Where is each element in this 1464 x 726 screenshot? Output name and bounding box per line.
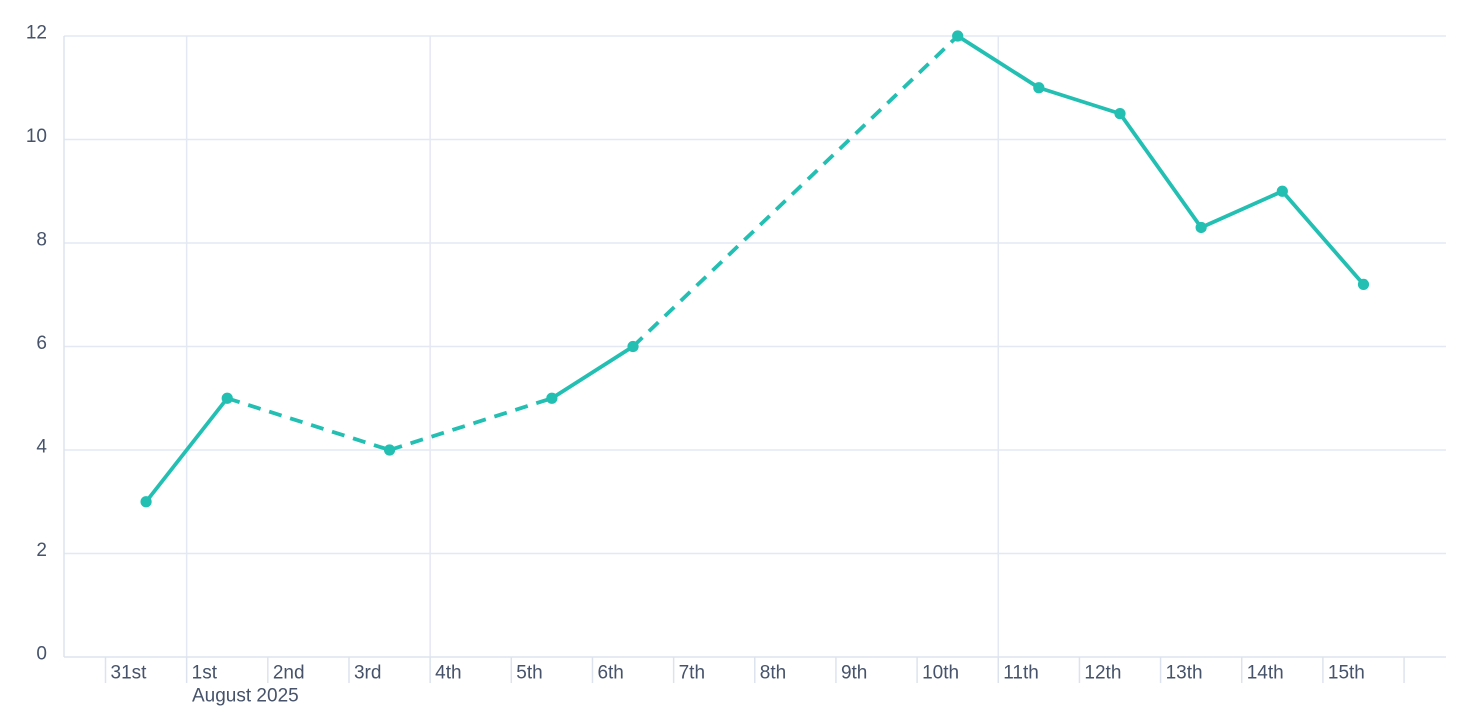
x-axis-label-10th: 10th: [922, 663, 959, 684]
series-markers: [140, 30, 1370, 508]
series-segment-solid-14th-to-15th: [1280, 189, 1366, 287]
data-point-6th[interactable]: [627, 340, 639, 353]
data-point-15th[interactable]: [1357, 278, 1370, 290]
series-line: [144, 34, 1366, 504]
x-axis-label-7th: 7th: [679, 663, 705, 684]
data-point-13th[interactable]: [1195, 221, 1207, 234]
series-segment-solid-11th-to-12th: [1036, 85, 1122, 116]
x-axis-label-15th: 15th: [1328, 663, 1365, 684]
series-segment-dashed-6th-to-10th: [631, 34, 959, 348]
data-point-12th[interactable]: [1114, 108, 1126, 120]
x-axis-tick-marks: [104, 657, 1405, 683]
y-axis-label-0: 0: [36, 644, 47, 665]
y-axis-label-2: 2: [36, 540, 47, 561]
series-segment-dashed-1st-to-3rd: [226, 396, 391, 452]
data-point-5th[interactable]: [546, 392, 558, 404]
x-axis-label-12th: 12th: [1084, 663, 1121, 684]
x-axis-label-6th: 6th: [597, 663, 623, 684]
x-axis-label-2nd: 2nd: [273, 663, 305, 684]
week-gridlines: [185, 36, 1000, 657]
x-axis-label-8th: 8th: [760, 663, 786, 684]
data-point-3rd[interactable]: [383, 444, 396, 456]
series-segment-solid-31st-to-1st: [144, 396, 230, 504]
series-segment-solid-10th-to-11th: [955, 34, 1041, 90]
series-segment-solid-12th-to-13th: [1118, 111, 1204, 230]
y-axis-labels: 0 2 4 6 8 10 12: [26, 23, 48, 665]
x-axis-label-3rd: 3rd: [354, 663, 381, 684]
series-segment-dashed-3rd-to-5th: [388, 396, 553, 452]
x-axis-label-11th: 11th: [1003, 663, 1039, 684]
y-axis-label-4: 4: [36, 437, 47, 458]
series-segment-solid-13th-to-14th: [1199, 189, 1285, 230]
data-point-10th[interactable]: [952, 30, 964, 42]
x-axis-month-label: August 2025: [192, 686, 299, 707]
x-axis-label-9th: 9th: [841, 663, 867, 684]
data-point-31st[interactable]: [140, 496, 152, 508]
x-axis-labels: 31st 1st 2nd 3rd 4th 5th 6th 7th 8th 9th 10th 11th 1…: [111, 663, 1365, 684]
series-segment-solid-5th-to-6th: [549, 344, 635, 401]
x-axis-label-4th: 4th: [435, 663, 461, 684]
data-point-14th[interactable]: [1276, 185, 1288, 197]
x-axis-label-14th: 14th: [1247, 663, 1284, 684]
y-axis-label-6: 6: [36, 333, 47, 354]
x-axis-label-1st: 1st: [192, 663, 218, 684]
y-axis-label-10: 10: [26, 126, 47, 147]
y-axis-label-8: 8: [36, 230, 47, 251]
x-axis-label-13th: 13th: [1166, 663, 1203, 684]
x-axis-label-31st: 31st: [111, 663, 148, 684]
x-axis-label-5th: 5th: [516, 663, 542, 684]
data-point-11th[interactable]: [1033, 82, 1045, 94]
y-axis-label-12: 12: [26, 23, 47, 44]
horizontal-gridlines: [64, 35, 1446, 555]
data-point-1st[interactable]: [221, 392, 233, 404]
